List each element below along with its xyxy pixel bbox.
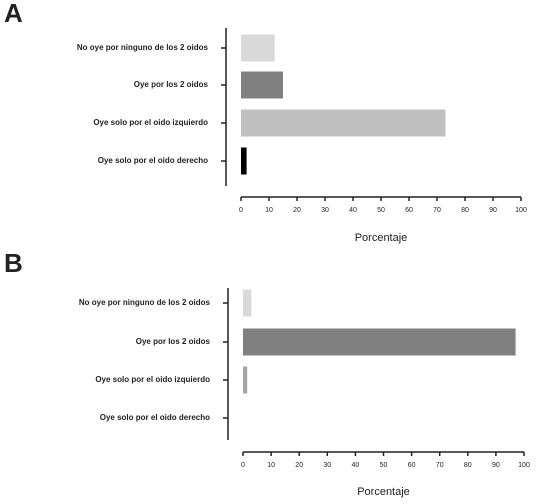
x-tick-label: 10	[265, 207, 273, 214]
x-tick-label: 20	[293, 207, 301, 214]
bar	[241, 109, 446, 137]
x-tick-label: 0	[241, 462, 245, 469]
category-label: Oye por los 2 oidos	[134, 80, 209, 89]
category-label: Oye solo por el oido derecho	[98, 156, 208, 165]
category-label: No oye por ninguno de los 2 oidos	[77, 43, 209, 52]
x-tick-label: 80	[464, 462, 472, 469]
bar	[243, 289, 252, 317]
x-tick-label: 90	[489, 207, 497, 214]
x-tick-label: 100	[515, 207, 527, 214]
x-tick-label: 10	[267, 462, 275, 469]
x-tick-label: 30	[321, 207, 329, 214]
x-axis-title: Porcentaje	[355, 232, 408, 244]
x-tick-label: 50	[377, 207, 385, 214]
category-label: Oye solo por el oido izquierdo	[95, 375, 210, 384]
x-tick-label: 40	[352, 462, 360, 469]
x-tick-label: 80	[461, 207, 469, 214]
bar	[241, 71, 283, 99]
x-tick-label: 30	[323, 462, 331, 469]
x-tick-label: 70	[436, 462, 444, 469]
x-tick-label: 90	[492, 462, 500, 469]
x-tick-label: 40	[349, 207, 357, 214]
x-tick-label: 100	[518, 462, 530, 469]
bar	[243, 328, 516, 356]
category-label: Oye por los 2 oidos	[136, 337, 211, 346]
bar	[241, 34, 275, 62]
x-tick-label: 70	[433, 207, 441, 214]
bar	[241, 147, 247, 175]
panel-label: A	[4, 0, 23, 28]
x-tick-label: 20	[295, 462, 303, 469]
category-label: Oye solo por el oido izquierdo	[93, 118, 208, 127]
bar	[243, 366, 248, 394]
category-label: No oye por ninguno de los 2 oidos	[79, 298, 211, 307]
x-axis-title: Porcentaje	[357, 486, 410, 498]
x-tick-label: 0	[239, 207, 243, 214]
x-tick-label: 60	[405, 207, 413, 214]
x-tick-label: 60	[408, 462, 416, 469]
category-label: Oye solo por el oido derecho	[100, 413, 210, 422]
panel-label: B	[4, 248, 23, 278]
x-tick-label: 50	[380, 462, 388, 469]
